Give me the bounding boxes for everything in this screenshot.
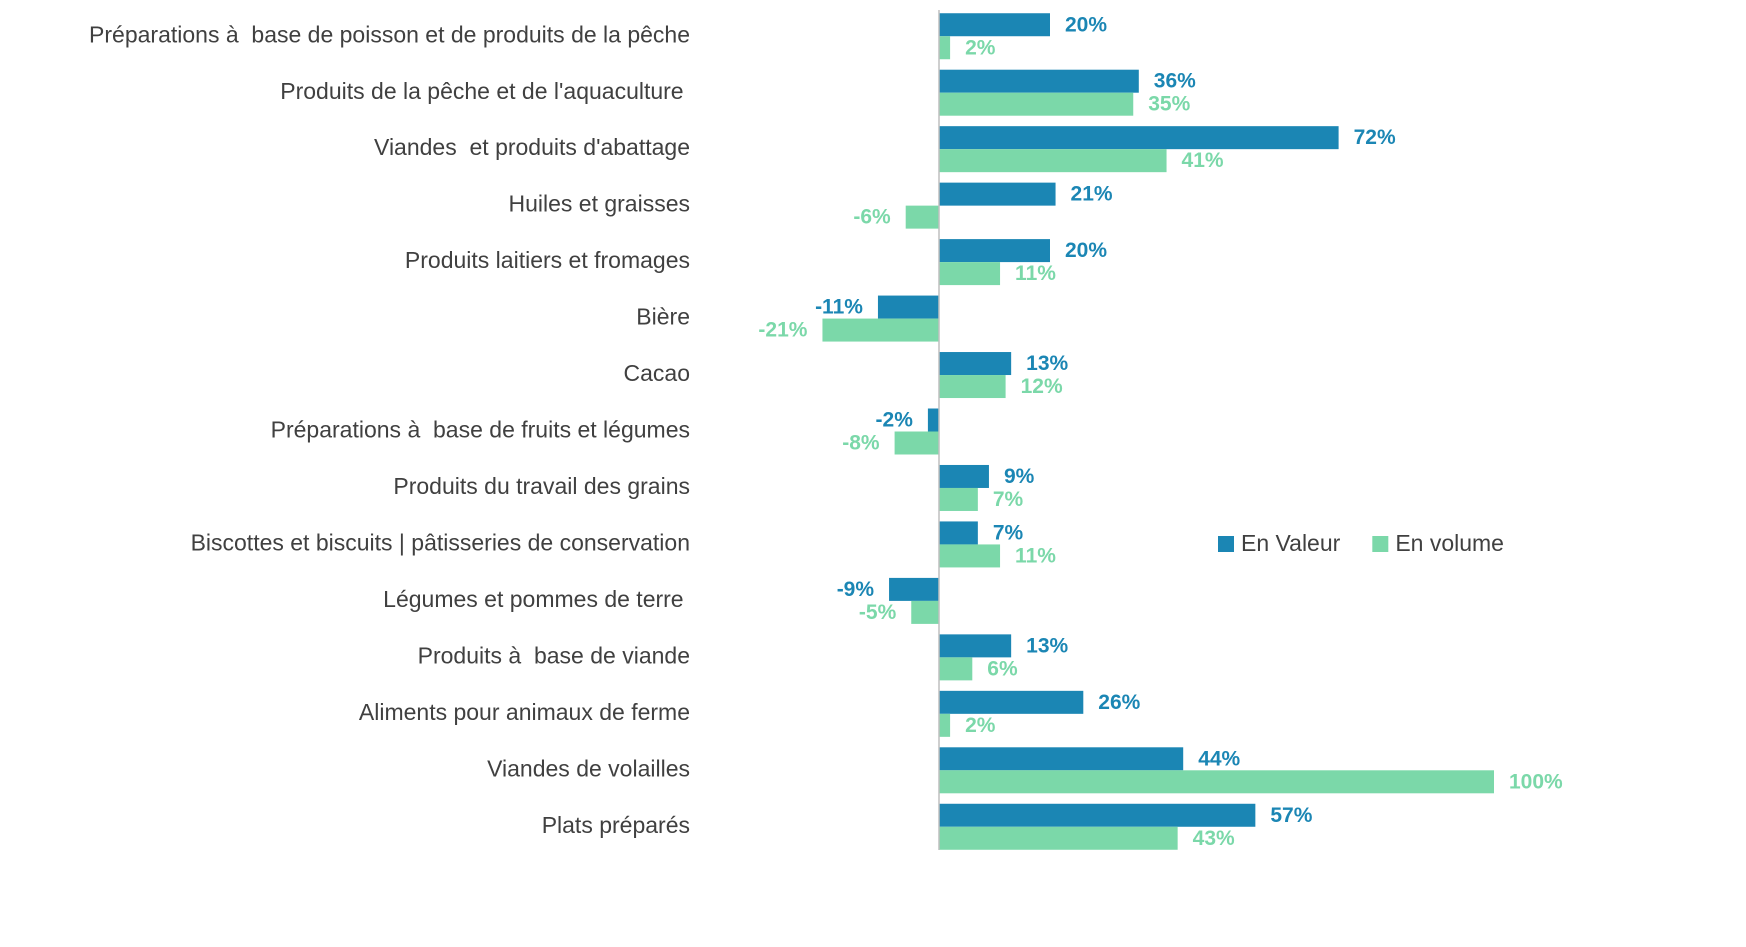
value-label: -21% (758, 319, 807, 342)
value-label: 35% (1148, 93, 1190, 116)
bar (939, 657, 973, 681)
bar (939, 239, 1050, 263)
bar (939, 352, 1012, 376)
bar (939, 36, 951, 60)
value-label: 100% (1509, 770, 1563, 793)
category-label: Viandes de volailles (487, 755, 690, 781)
bar (822, 318, 939, 342)
category-label: Préparations à base de poisson et de pro… (89, 21, 690, 47)
bar (939, 544, 1001, 568)
bar (939, 770, 1494, 794)
bar (939, 634, 1012, 658)
category-label: Viandes et produits d'abattage (374, 134, 690, 160)
bar (939, 747, 1184, 771)
bar (894, 431, 939, 455)
category-label: Produits laitiers et fromages (405, 247, 690, 273)
value-label: 43% (1193, 827, 1235, 850)
bar (927, 408, 939, 432)
category-label: Plats préparés (542, 812, 690, 838)
value-label: 7% (993, 488, 1024, 511)
category-label: Légumes et pommes de terre (383, 586, 690, 612)
bar (939, 521, 978, 545)
value-label: 44% (1198, 747, 1240, 770)
legend-label: En Valeur (1241, 530, 1341, 556)
value-label: 57% (1270, 804, 1312, 827)
value-label: 13% (1026, 634, 1068, 657)
value-label: 41% (1182, 149, 1224, 172)
bar (939, 487, 978, 511)
bar (939, 182, 1056, 206)
bar (939, 69, 1139, 93)
category-label: Cacao (624, 360, 690, 386)
value-label: 26% (1098, 691, 1140, 714)
legend-swatch (1372, 536, 1389, 552)
category-label: Huiles et graisses (508, 191, 690, 217)
value-label: -5% (859, 601, 897, 624)
bar (939, 375, 1006, 399)
category-label: Préparations à base de fruits et légumes (271, 417, 690, 443)
value-label: 13% (1026, 352, 1068, 375)
value-label: 20% (1065, 13, 1107, 36)
category-label: Bière (636, 304, 690, 330)
bar (939, 464, 989, 488)
category-label: Produits de la pêche et de l'aquaculture (280, 78, 690, 104)
legend-label: En volume (1395, 530, 1504, 556)
value-label: -11% (815, 296, 863, 319)
bar (911, 600, 939, 624)
value-label: 72% (1354, 126, 1396, 149)
value-label: 2% (965, 36, 996, 59)
bar (939, 262, 1001, 286)
category-label: Produits du travail des grains (393, 473, 690, 499)
category-label: Aliments pour animaux de ferme (359, 699, 690, 725)
legend-swatch (1218, 536, 1234, 552)
bar (939, 803, 1256, 827)
bar (939, 149, 1167, 173)
bar (939, 13, 1050, 37)
category-label: Biscottes et biscuits | pâtisseries de c… (191, 530, 690, 556)
value-label: -8% (842, 432, 880, 455)
value-label: 20% (1065, 239, 1107, 262)
value-label: 21% (1071, 183, 1113, 206)
value-label: 9% (1004, 465, 1035, 488)
value-label: 12% (1021, 375, 1063, 398)
value-label: -6% (853, 206, 891, 229)
category-label: Produits à base de viande (418, 642, 690, 668)
bar (877, 295, 939, 319)
bar (939, 126, 1339, 150)
bar (889, 577, 939, 601)
value-label: 11% (1015, 262, 1056, 285)
value-label: 2% (965, 714, 996, 737)
bar (939, 92, 1134, 116)
bar (939, 713, 951, 737)
value-label: 6% (987, 657, 1018, 680)
value-label: -9% (837, 578, 875, 601)
bar (939, 826, 1178, 850)
value-label: 7% (993, 521, 1024, 544)
bar (939, 690, 1084, 714)
bar (905, 205, 939, 229)
value-label: 11% (1015, 544, 1056, 567)
value-label: 36% (1154, 70, 1196, 93)
value-label: -2% (876, 409, 914, 432)
